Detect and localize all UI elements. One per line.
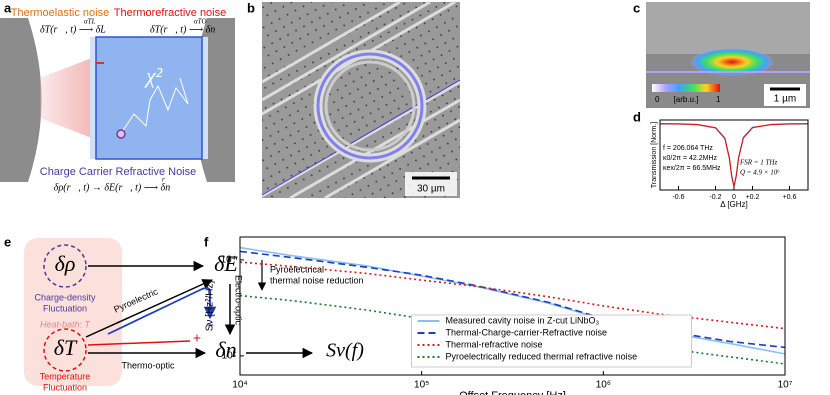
bus-waveguide [261, 79, 461, 196]
node: Sν(f) [326, 340, 364, 362]
arrow-label: Thermo-optic [121, 360, 175, 370]
panel-label: f [204, 234, 209, 249]
series-line [239, 261, 786, 330]
x-tick-label: +0.2 [746, 194, 760, 201]
mirror [0, 18, 42, 182]
annotation: κ0/2π = 42.2MHz [663, 155, 718, 162]
sem-top [646, 2, 810, 54]
colorbar-max: 1 [716, 95, 721, 104]
thermoelastic-title: Thermoelastic noise [11, 7, 109, 19]
legend-box [411, 314, 692, 368]
y-axis-label: Transmission [Norm.] [651, 122, 658, 188]
panel-label: d [633, 109, 641, 124]
charge [116, 129, 126, 139]
node-caption: Temperature [40, 371, 91, 381]
y-tick-label: 10⁴ [221, 255, 236, 266]
x-tick-label: -0.2 [709, 194, 721, 201]
x-axis-label: Offset Frequency [Hz] [459, 390, 566, 395]
x-tick-label: -0.6 [672, 194, 684, 201]
carrier-path [121, 99, 151, 133]
heat-bath-label: Heat-bath: T [40, 319, 92, 329]
sign: + [193, 330, 201, 346]
scale-box [405, 172, 457, 196]
heat-bath [24, 238, 122, 386]
x-tick-label: 10⁴ [232, 380, 247, 391]
sign: − [206, 317, 214, 333]
annotation: FSR = 1 THz [739, 159, 777, 167]
panel-e: e δρ Charge-density Fluctuation Heat-bat… [4, 234, 364, 392]
series-line [239, 250, 786, 349]
x-tick-label: 10⁵ [414, 380, 429, 391]
colorbar-unit: [arb.u.] [674, 95, 699, 104]
panel-label: b [247, 0, 255, 15]
arrow [85, 279, 213, 338]
panel-f: f Pyroelectrical thermal noise reduction [204, 234, 364, 291]
node: δT [54, 335, 78, 360]
series-line [659, 123, 809, 187]
beam [40, 58, 92, 138]
charge-coefficient: r [162, 176, 165, 184]
scale-label: 30 µm [417, 184, 445, 195]
node-circle [43, 328, 87, 372]
ring-inner [324, 60, 416, 152]
annotation: κex/2π = 66.5MHz [663, 165, 721, 172]
refractive-coefficient: αTO [194, 18, 207, 26]
annotation: Pyroelectrical [270, 264, 324, 274]
node-caption: Charge-density [34, 292, 96, 302]
panel-a: a Thermoelastic noise Thermorefractive n… [0, 0, 235, 193]
node: δE [214, 251, 238, 276]
node: δρ [55, 251, 76, 276]
mode-profile [690, 48, 774, 76]
arrow [87, 340, 191, 346]
arrow-label: Electro-optic [234, 275, 244, 326]
charge-relation: δρ(r⃗, t) → δE(r⃗, t) ⟶ δn [54, 182, 170, 193]
panel-d: d f = 206.064 THz κ0/2π = 42.2MHz κex/2π… [633, 109, 780, 176]
carrier-path [149, 77, 189, 112]
node-circle [43, 244, 87, 288]
x-tick-label: 0 [732, 194, 736, 201]
panel-label: a [4, 0, 12, 15]
colorbar-min: 0 [655, 95, 660, 104]
colorbar [652, 84, 720, 92]
plot-frame [239, 236, 786, 376]
crystal [95, 36, 203, 160]
elastic-coefficient: αTL [84, 18, 96, 26]
node-caption: Fluctuation [43, 382, 87, 392]
arrow [107, 287, 217, 335]
node: δn [215, 337, 236, 362]
plot-frame [659, 119, 809, 191]
thermorefractive-title: Thermorefractive noise [114, 7, 227, 19]
panel-label: c [633, 0, 640, 15]
ring-mode [316, 52, 424, 160]
y-axis-label: Sν [Hz²/Hz] [205, 281, 216, 332]
elastic-relation: δT(r⃗, t) ⟶ δL [40, 24, 106, 35]
panel-b: b 30 µm [247, 0, 461, 200]
legend-label: Measured cavity noise in Z-cut LiNbO₃ [446, 315, 600, 325]
x-tick-label: +0.6 [783, 194, 797, 201]
legend-label: Thermal-Charge-carrier-Refractive noise [446, 327, 608, 337]
charge-title: Charge Carrier Refractive Noise [40, 166, 197, 178]
annotation: Q = 4.9 × 10⁶ [740, 169, 780, 177]
chi-label: χ² [144, 63, 163, 88]
annotation: f = 206.064 THz [663, 145, 713, 152]
panel-label: e [4, 234, 11, 249]
panel-c: c 0 [arb.u.] 1 1 µm [633, 0, 810, 108]
legend-label: Pyroelectrically reduced thermal refract… [446, 351, 638, 361]
x-axis-label: Δ [GHz] [720, 200, 748, 209]
refractive-relation: δT(r⃗, t) ⟶ δn [150, 24, 215, 35]
scale-label: 1 µm [774, 94, 796, 105]
y-tick-label: 10² [222, 351, 237, 362]
x-tick-label: 10⁷ [778, 380, 793, 391]
x-tick-label: 10⁶ [596, 380, 611, 391]
node-caption: Fluctuation [43, 303, 87, 313]
annotation: thermal noise reduction [270, 275, 364, 285]
legend-label: Thermal-refractive noise [446, 339, 543, 349]
series-line [239, 294, 786, 365]
